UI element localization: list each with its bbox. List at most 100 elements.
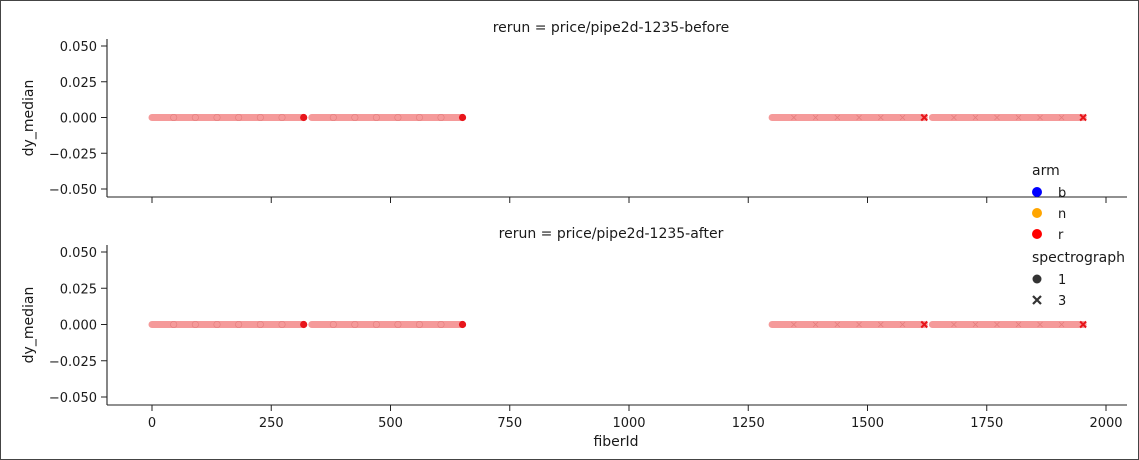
data-point <box>372 114 380 122</box>
data-point <box>437 320 445 328</box>
y-tick-label: −0.050 <box>49 391 97 406</box>
x-tick-label: 1750 <box>970 416 1003 431</box>
data-point-end <box>920 113 928 122</box>
data-point <box>415 320 423 328</box>
data-marks-before <box>148 113 1087 122</box>
legend-marker-x <box>1032 295 1042 305</box>
data-point <box>170 114 178 122</box>
x-tick-label: 1250 <box>732 416 765 431</box>
y-tick-label: −0.050 <box>49 183 97 198</box>
data-point <box>213 114 221 122</box>
y-tick-label: −0.025 <box>49 147 97 162</box>
legend-label-spec-1: 1 <box>1058 273 1066 288</box>
y-tick-label: 0.050 <box>60 40 97 55</box>
data-point <box>1037 114 1043 121</box>
data-point <box>1015 321 1022 328</box>
x-tick-label: 500 <box>378 416 403 431</box>
legend-label-n: n <box>1058 207 1066 222</box>
y-tick-label: 0.000 <box>60 319 97 334</box>
x-tick-label: 250 <box>259 416 284 431</box>
data-point-end <box>300 320 308 329</box>
data-point <box>972 321 979 328</box>
y-tick-label: 0.025 <box>60 76 97 91</box>
data-point <box>1015 114 1022 121</box>
data-point <box>235 320 243 328</box>
data-point <box>191 320 199 328</box>
x-tick-label: 0 <box>148 416 156 431</box>
legend-label-b: b <box>1058 186 1066 201</box>
y-ticks-after: 0.050 0.025 0.000 −0.025 −0.050 <box>49 246 107 406</box>
data-point <box>878 321 884 328</box>
data-point <box>256 320 264 328</box>
data-point <box>415 114 423 122</box>
legend-label-r: r <box>1058 228 1064 243</box>
data-point <box>834 114 841 121</box>
data-point <box>856 321 862 328</box>
legend-marker-circle <box>1032 274 1042 284</box>
legend-title-arm: arm <box>1032 163 1060 179</box>
data-point <box>351 114 359 122</box>
y-axis-label-after: dy_median <box>21 287 37 364</box>
data-point-end <box>920 320 928 329</box>
y-tick-label: 0.025 <box>60 282 97 297</box>
data-point <box>994 114 1000 121</box>
data-point <box>1058 114 1065 121</box>
data-point <box>972 114 979 121</box>
x-tick-label: 2000 <box>1089 416 1122 431</box>
panel-title-after: rerun = price/pipe2d-1235-after <box>499 226 724 242</box>
data-point <box>812 114 819 121</box>
data-point <box>170 320 178 328</box>
data-point <box>834 321 841 328</box>
x-axis-label: fiberId <box>593 434 638 450</box>
data-point-end <box>458 320 467 329</box>
data-point <box>951 114 957 121</box>
data-point <box>235 114 243 122</box>
x-ticks-before <box>151 197 1107 203</box>
y-tick-label: 0.050 <box>60 246 97 261</box>
data-point <box>812 321 819 328</box>
panel-after: rerun = price/pipe2d-1235-after 0.0500.0… <box>21 226 1127 431</box>
data-point <box>256 114 264 122</box>
data-point <box>351 320 359 328</box>
data-point <box>372 320 380 328</box>
x-ticks-after: 0 250 500 750 1000 1250 1500 1750 2000 <box>148 405 1123 431</box>
data-point <box>329 114 337 122</box>
data-point-end <box>1079 320 1087 329</box>
data-point <box>394 320 402 328</box>
legend-label-spec-3: 3 <box>1058 294 1066 309</box>
legend-swatch-b <box>1032 187 1042 197</box>
data-point <box>278 320 286 328</box>
data-point <box>791 114 797 121</box>
y-tick-label: −0.025 <box>49 355 97 370</box>
data-point <box>394 114 402 122</box>
legend-arm-items: bnr <box>1032 186 1066 243</box>
data-point <box>994 321 1000 328</box>
data-point <box>213 320 221 328</box>
x-tick-label: 1500 <box>851 416 884 431</box>
data-point-end <box>1079 113 1087 122</box>
legend-title-spectrograph: spectrograph <box>1032 250 1125 266</box>
data-point <box>437 114 445 122</box>
y-axis-label-before: dy_median <box>21 80 37 157</box>
data-point <box>191 114 199 122</box>
data-point <box>878 114 884 121</box>
data-point <box>1037 321 1043 328</box>
panel-title-before: rerun = price/pipe2d-1235-before <box>493 20 730 36</box>
legend-spectrograph-items: 13 <box>1032 273 1066 309</box>
data-point <box>791 321 797 328</box>
y-ticks-before: 0.050 0.025 0.000 −0.025 −0.050 <box>49 40 107 198</box>
data-point <box>899 114 906 121</box>
data-point <box>899 321 906 328</box>
data-point <box>951 321 957 328</box>
x-tick-label: 750 <box>497 416 522 431</box>
data-point <box>278 114 286 122</box>
data-point <box>329 320 337 328</box>
data-point-end <box>300 113 308 122</box>
legend: arm bnr spectrograph 13 <box>1032 163 1125 309</box>
data-marks-after <box>148 320 1087 329</box>
data-point <box>1058 321 1065 328</box>
x-tick-label: 1000 <box>612 416 645 431</box>
legend-swatch-r <box>1032 229 1042 239</box>
y-tick-label: 0.000 <box>60 112 97 127</box>
